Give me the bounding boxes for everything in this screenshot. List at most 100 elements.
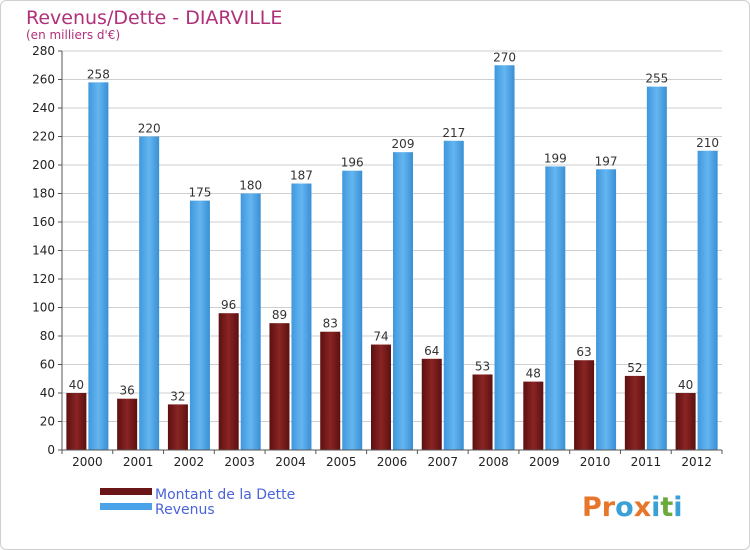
- data-label-debt: 83: [323, 317, 338, 331]
- bar-debt: [117, 398, 138, 450]
- bar-debt: [574, 360, 595, 450]
- logo-letter: P: [582, 492, 602, 523]
- bar-debt: [320, 331, 341, 450]
- data-label-debt: 53: [475, 359, 490, 373]
- logo-letter: o: [615, 492, 634, 523]
- x-tick-label: 2008: [478, 455, 509, 469]
- chart-subtitle: (en milliers d'€): [26, 28, 120, 42]
- bar-revenus: [443, 140, 464, 450]
- bar-debt: [218, 313, 239, 450]
- data-label-debt: 36: [120, 384, 135, 398]
- data-label-revenus: 255: [645, 72, 668, 86]
- bar-revenus: [646, 86, 667, 450]
- bar-revenus: [240, 193, 261, 450]
- x-tick-label: 2011: [631, 455, 662, 469]
- bar-debt: [269, 323, 290, 450]
- x-tick-label: 2007: [427, 455, 458, 469]
- y-tick-label: 120: [32, 272, 55, 286]
- bar-revenus: [189, 200, 210, 450]
- x-tick-label: 2003: [224, 455, 255, 469]
- y-tick-label: 40: [40, 386, 55, 400]
- data-label-revenus: 199: [544, 151, 567, 165]
- y-tick-label: 80: [40, 329, 55, 343]
- data-label-revenus: 217: [442, 126, 465, 140]
- legend-label-debt: Montant de la Dette: [155, 487, 295, 503]
- data-label-revenus: 258: [87, 67, 110, 81]
- logo-letter: i: [673, 492, 682, 523]
- bar-revenus: [393, 152, 413, 451]
- x-tick-label: 2012: [681, 455, 712, 469]
- data-label-debt: 40: [69, 378, 84, 392]
- bar-revenus: [139, 136, 160, 450]
- x-tick-label: 2001: [123, 455, 154, 469]
- legend: Montant de la Dette Revenus: [100, 487, 295, 518]
- data-label-revenus: 210: [696, 136, 719, 150]
- x-tick-label: 2005: [326, 455, 357, 469]
- data-label-debt: 48: [526, 367, 541, 381]
- chart-title: Revenus/Dette - DIARVILLE: [26, 7, 282, 29]
- y-axis-ticks: 0 20 40 60 80 100 120 140 160 180 200 220 240 260 280: [32, 44, 62, 457]
- bar-revenus: [494, 65, 515, 450]
- logo-letter: t: [660, 492, 673, 523]
- y-tick-label: 60: [40, 358, 55, 372]
- data-label-revenus: 270: [493, 50, 516, 64]
- y-tick-label: 20: [40, 415, 55, 429]
- y-tick-label: 0: [47, 443, 55, 457]
- bar-debt: [167, 404, 188, 450]
- x-tick-label: 2002: [174, 455, 205, 469]
- logo-letter: x: [634, 492, 651, 523]
- y-tick-label: 220: [32, 130, 55, 144]
- y-tick-label: 100: [32, 301, 55, 315]
- data-label-debt: 40: [678, 378, 693, 392]
- bar-revenus: [88, 82, 109, 450]
- x-tick-label: 2000: [72, 455, 103, 469]
- bar-revenus: [342, 170, 363, 450]
- x-tick-label: 2010: [580, 455, 611, 469]
- x-tick-label: 2009: [529, 455, 560, 469]
- data-label-revenus: 220: [138, 122, 161, 136]
- gridlines: [62, 50, 722, 450]
- legend-label-revenus: Revenus: [155, 502, 215, 518]
- x-tick-label: 2006: [377, 455, 408, 469]
- data-label-debt: 64: [424, 344, 439, 358]
- data-label-revenus: 209: [392, 137, 415, 151]
- logo-letter: i: [651, 492, 660, 523]
- data-label-debt: 89: [272, 308, 287, 322]
- bar-revenus: [291, 183, 312, 450]
- bar-debt: [675, 393, 696, 450]
- y-tick-label: 160: [32, 215, 55, 229]
- bar-debt: [472, 374, 493, 450]
- data-labels: 40 258 36 220 32 175 96 180 89 187 83 196 74 209 64 217…: [69, 50, 719, 403]
- data-label-revenus: 175: [188, 186, 211, 200]
- bar-debt: [371, 344, 391, 450]
- proxiti-logo: Proxiti: [582, 492, 683, 523]
- axes: [61, 51, 722, 451]
- data-label-revenus: 196: [341, 156, 364, 170]
- bar-debt: [624, 375, 645, 450]
- y-tick-label: 240: [32, 101, 55, 115]
- y-tick-label: 260: [32, 73, 55, 87]
- bar-revenus: [697, 150, 718, 450]
- bar-debt: [421, 358, 442, 450]
- data-label-debt: 74: [373, 330, 388, 344]
- logo-letter: r: [602, 492, 616, 523]
- x-axis-ticks: 2000 2001 2002 2003 2004 2005 2006 2007 2008 2009…: [61, 450, 723, 469]
- data-label-revenus: 197: [595, 154, 618, 168]
- bars: [66, 65, 718, 451]
- y-tick-label: 180: [32, 187, 55, 201]
- data-label-revenus: 180: [239, 179, 262, 193]
- legend-swatch-revenus: [100, 503, 152, 510]
- bar-revenus: [596, 169, 617, 450]
- y-tick-label: 200: [32, 158, 55, 172]
- x-tick-label: 2004: [275, 455, 306, 469]
- y-tick-label: 280: [32, 44, 55, 58]
- bar-debt: [523, 381, 544, 450]
- data-label-revenus: 187: [290, 169, 313, 183]
- data-label-debt: 32: [170, 389, 185, 403]
- legend-swatch-debt: [100, 488, 152, 495]
- bar-revenus: [545, 166, 566, 451]
- data-label-debt: 96: [221, 298, 236, 312]
- y-tick-label: 140: [32, 244, 55, 258]
- data-label-debt: 52: [627, 361, 642, 375]
